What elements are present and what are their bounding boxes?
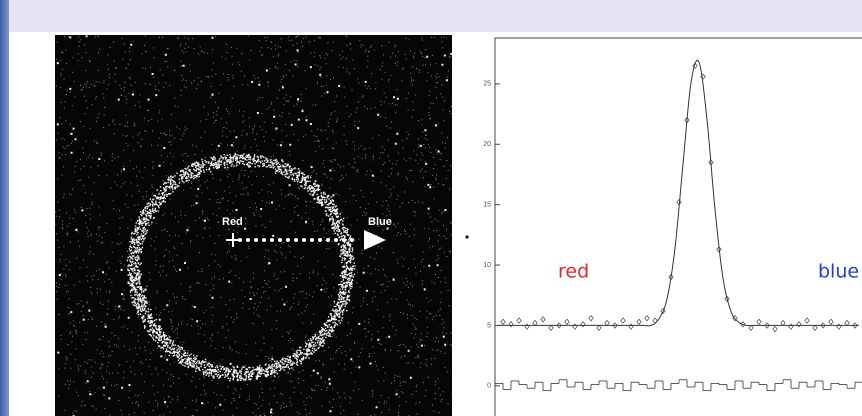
- arrow-dot: [318, 238, 322, 242]
- arrow-dot: [254, 238, 258, 242]
- page: {"image": {"labels": ["Red", "Blue"]}, "…: [0, 0, 862, 416]
- ring-image: Red Blue: [55, 35, 453, 416]
- header-strip: [0, 0, 862, 32]
- y-tick-label: 15: [483, 202, 491, 209]
- image-label: Red: [222, 216, 243, 228]
- y-tick-label: 5: [487, 322, 491, 329]
- slide: Red Blue 0 5 10 15 20 25 red blue: [0, 0, 862, 416]
- arrow-dot: [302, 238, 306, 242]
- annotation: red: [558, 261, 589, 283]
- y-tick-label: 20: [483, 141, 491, 148]
- arrow-dot: [286, 238, 290, 242]
- arrow-dot: [310, 238, 314, 242]
- y-tick-label: 10: [483, 262, 491, 269]
- y-tick-label: 0: [487, 383, 491, 390]
- arrow-dot: [350, 238, 354, 242]
- annotation: blue: [818, 261, 859, 283]
- arrow-dot: [270, 238, 274, 242]
- arrow-dot: [246, 238, 250, 242]
- arrow-dot: [326, 238, 330, 242]
- arrow-dot: [334, 238, 338, 242]
- arrow-dot: [294, 238, 298, 242]
- side-bar: [0, 0, 9, 416]
- arrow-dot: [342, 238, 346, 242]
- arrow-dot: [262, 238, 266, 242]
- image-label: Blue: [368, 216, 392, 228]
- y-tick-label: 25: [483, 81, 491, 88]
- dot: [465, 235, 468, 238]
- arrow-dot: [278, 238, 282, 242]
- image-background: [55, 35, 452, 416]
- plot-frame: [495, 38, 862, 416]
